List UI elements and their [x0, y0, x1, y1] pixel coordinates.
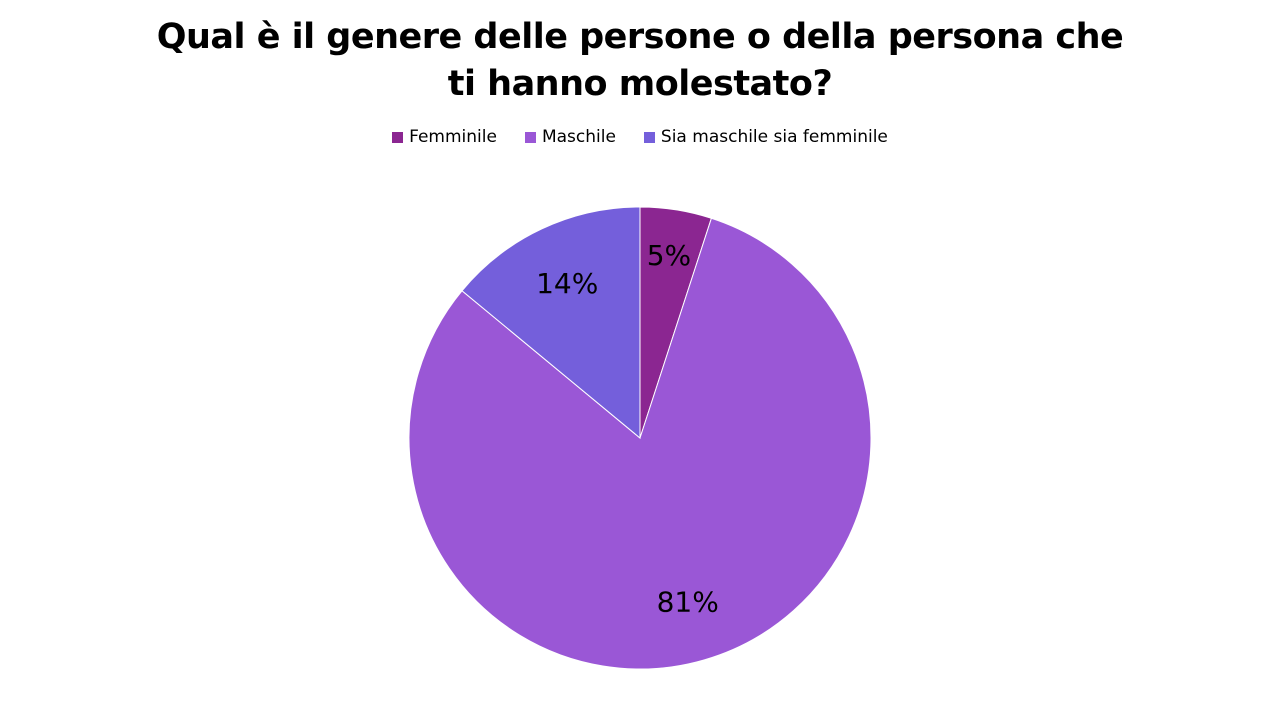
legend-label-femminile: Femminile — [409, 127, 497, 147]
chart-title: Qual è il genere delle persone o della p… — [156, 17, 1124, 104]
legend-swatch-maschile — [524, 131, 536, 143]
legend-item-maschile: Maschile — [524, 127, 616, 147]
legend-item-entrambi: Sia maschile sia femminile — [643, 127, 888, 147]
legend-swatch-femminile — [392, 131, 404, 143]
legend-swatch-entrambi — [643, 131, 655, 143]
data-label-maschile: 81% — [657, 586, 719, 619]
pie-slice-entrambi — [461, 206, 641, 440]
legend-item-femminile: Femminile — [392, 127, 497, 147]
data-label-entrambi: 14% — [536, 267, 598, 300]
legend: Femminile Maschile Sia maschile sia femm… — [0, 127, 1280, 147]
data-label-femminile: 5% — [647, 239, 691, 272]
legend-label-entrambi: Sia maschile sia femminile — [660, 127, 888, 147]
pie-slice-maschile — [408, 217, 872, 670]
legend-label-maschile: Maschile — [541, 127, 616, 147]
